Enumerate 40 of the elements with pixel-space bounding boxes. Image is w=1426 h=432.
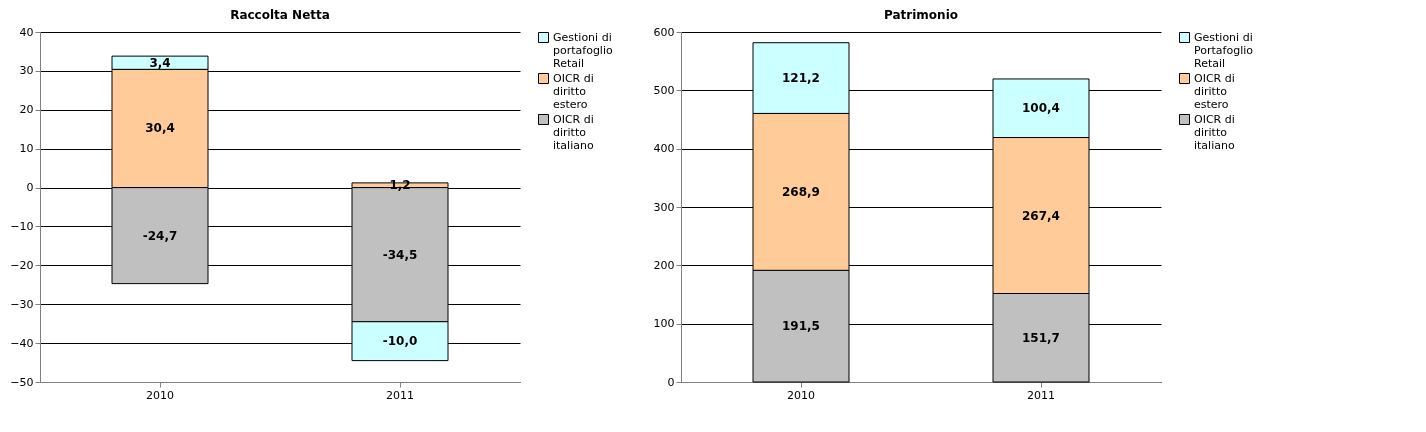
data-label: 268,9 (782, 184, 820, 199)
legend-label: Gestioni di Portafoglio Retail (1194, 30, 1254, 70)
y-tick-label: 0 (667, 375, 675, 389)
legend-label: Gestioni di portafoglio Retail (553, 30, 613, 70)
data-label: -24,7 (142, 228, 178, 243)
data-label: 191,5 (782, 319, 820, 334)
data-label: 100,4 (1022, 101, 1060, 116)
data-label: 30,4 (145, 121, 175, 136)
y-tick-label: 20 (19, 103, 34, 117)
chart-title: Raccolta Netta (230, 8, 330, 22)
y-tick-label: 500 (653, 83, 675, 97)
legend-label: OICR di diritto italiano (553, 112, 594, 152)
y-tick-label: 100 (653, 317, 675, 331)
data-label: 121,2 (782, 71, 820, 86)
y-tick-label: −20 (10, 258, 34, 272)
y-tick-label: 0 (26, 181, 34, 195)
legend-label: OICR di diritto estero (553, 71, 594, 111)
y-tick-label: 200 (653, 258, 675, 272)
y-tick-label: −40 (10, 336, 34, 350)
y-tick-label: −10 (10, 219, 34, 233)
y-tick-label: −50 (10, 375, 34, 389)
y-tick-label: 600 (653, 25, 675, 39)
data-label: 151,7 (1022, 330, 1060, 345)
x-tick-label: 2011 (386, 388, 414, 402)
x-tick-label: 2010 (146, 388, 174, 402)
y-tick-label: 40 (19, 25, 34, 39)
x-tick-label: 2010 (787, 388, 815, 402)
data-label: -34,5 (382, 247, 418, 262)
y-tick-label: 10 (19, 142, 34, 156)
legend-label: OICR di diritto italiano (1194, 112, 1235, 152)
chart-title: Patrimonio (884, 8, 958, 22)
legend-label: OICR di diritto estero (1194, 71, 1235, 111)
y-tick-label: 30 (19, 64, 34, 78)
x-tick-label: 2011 (1027, 388, 1055, 402)
y-tick-label: 400 (653, 142, 675, 156)
y-tick-label: −30 (10, 297, 34, 311)
y-tick-label: 300 (653, 200, 675, 214)
data-label: 3,4 (149, 55, 171, 70)
data-label: -10,0 (382, 334, 418, 349)
data-label: 267,4 (1022, 208, 1060, 223)
